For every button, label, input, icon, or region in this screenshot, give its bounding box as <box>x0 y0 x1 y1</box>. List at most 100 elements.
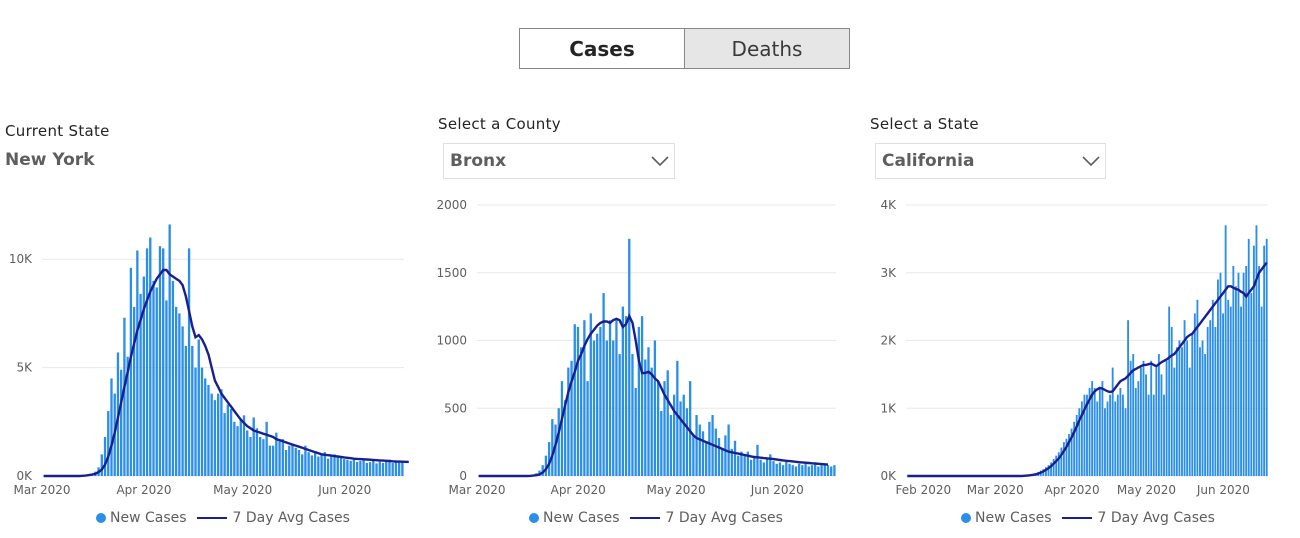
new-cases-bar <box>136 250 139 476</box>
new-cases-bar <box>320 454 323 476</box>
new-cases-bar <box>650 367 653 476</box>
new-cases-bar <box>746 451 750 476</box>
new-cases-bar <box>242 415 246 476</box>
new-cases-bar <box>814 463 817 476</box>
new-cases-bar <box>1186 340 1189 476</box>
new-cases-bar <box>551 419 554 476</box>
new-cases-bar <box>401 462 404 476</box>
new-cases-bar <box>1122 394 1124 476</box>
new-cases-bar <box>145 248 149 476</box>
x-tick-label: Apr 2020 <box>116 483 171 497</box>
state-dropdown[interactable]: California <box>875 143 1106 179</box>
new-cases-bar <box>727 424 730 476</box>
avg-legend-marker <box>1061 517 1092 519</box>
new-cases-bar <box>823 463 826 476</box>
new-cases-bar <box>1245 265 1248 476</box>
new-cases-bar <box>1229 306 1232 476</box>
deaths-toggle-button[interactable]: Deaths <box>685 29 849 68</box>
new-cases-bar <box>1170 326 1173 476</box>
new-cases-bar <box>1263 245 1266 476</box>
county-dropdown[interactable]: Bronx <box>443 143 675 179</box>
new-cases-bar <box>733 440 737 476</box>
new-cases-bar <box>1175 347 1178 476</box>
new-cases-bar <box>100 454 103 476</box>
new-cases-bar <box>1222 313 1224 476</box>
cases-toggle-button[interactable]: Cases <box>520 29 685 68</box>
y-tick-label: 3K <box>880 266 897 280</box>
new-cases-bar <box>236 426 239 476</box>
new-cases-bar <box>252 417 255 476</box>
new-cases-bar <box>1127 320 1130 476</box>
new-cases-bar <box>1104 408 1106 476</box>
new-cases-bar <box>685 408 689 476</box>
new-cases-bar <box>1168 306 1171 476</box>
new-cases-bar <box>168 224 171 476</box>
new-cases-bar <box>375 463 378 476</box>
seven-day-avg-line <box>43 268 409 478</box>
metric-toggle: Cases Deaths <box>519 28 850 69</box>
new-cases-bar <box>788 463 791 476</box>
new-cases-bar <box>1178 340 1181 476</box>
new-cases-bar <box>333 454 336 476</box>
x-tick-label: Jun 2020 <box>317 483 371 497</box>
new-cases-bar <box>129 267 133 476</box>
new-cases-bar <box>737 455 740 476</box>
new-cases-bar <box>1093 387 1096 476</box>
new-cases-bar <box>775 463 778 476</box>
x-tick-label: Jun 2020 <box>1196 483 1250 497</box>
x-tick-label: Mar 2020 <box>967 483 1024 497</box>
new-cases-bar <box>394 462 398 476</box>
new-cases-bar <box>1057 452 1060 476</box>
new-cases-bar <box>833 465 836 476</box>
new-cases-bar <box>765 458 769 476</box>
new-cases-bar <box>1247 238 1250 476</box>
new-cases-bar <box>239 419 242 476</box>
state-select-label: Select a State <box>870 115 979 133</box>
new-cases-bar <box>756 444 759 476</box>
chevron-down-icon <box>646 143 674 179</box>
new-cases-bar <box>352 458 356 476</box>
new-cases-bar <box>1055 455 1058 476</box>
new-cases-bar <box>365 462 368 476</box>
new-cases-bar <box>615 320 618 476</box>
new-cases-bar <box>1181 347 1183 476</box>
new-cases-bar <box>1258 265 1260 476</box>
new-cases-bar <box>644 359 647 476</box>
new-cases-bar <box>1070 428 1073 476</box>
new-cases-bar <box>1083 394 1086 476</box>
new-cases-bar <box>372 460 375 476</box>
new-cases-bar <box>226 404 230 476</box>
new-cases-bar <box>1160 374 1163 476</box>
y-tick-label: 2000 <box>436 198 467 212</box>
new-cases-bar <box>1060 447 1063 476</box>
new-cases-bar <box>359 460 362 476</box>
new-cases-bar <box>1147 394 1150 476</box>
new-cases-bar <box>1124 408 1127 476</box>
new-cases-bar <box>797 463 801 476</box>
y-tick-label: 2K <box>880 334 897 348</box>
y-tick-label: 0K <box>880 469 897 483</box>
new-cases-bar <box>676 360 679 476</box>
new-cases-bar <box>1224 225 1227 476</box>
new-cases-bar <box>174 306 178 476</box>
seven-day-avg-line <box>478 313 829 478</box>
new-cases-bar <box>567 367 570 476</box>
new-cases-bar <box>1252 245 1255 476</box>
x-tick-label: Apr 2020 <box>551 483 606 497</box>
new-cases-legend-marker <box>529 513 539 523</box>
new-cases-bar <box>708 421 711 476</box>
new-cases-bar <box>152 280 155 476</box>
new-cases-bar <box>781 465 785 476</box>
new-cases-bar <box>1209 320 1212 476</box>
new-cases-bar <box>200 367 204 476</box>
new-cases-bar <box>1137 381 1140 476</box>
x-tick-label: Mar 2020 <box>449 483 506 497</box>
new-cases-bar <box>1106 401 1109 476</box>
new-cases-bar <box>1250 293 1253 476</box>
new-cases-bar <box>210 393 213 476</box>
new-cases-bar <box>1265 238 1268 476</box>
chart-legend: New Cases 7 Day Avg Cases <box>961 510 1215 526</box>
y-tick-label: 0K <box>16 469 33 483</box>
new-cases-bar <box>1227 299 1230 476</box>
y-tick-label: 1K <box>880 401 897 415</box>
